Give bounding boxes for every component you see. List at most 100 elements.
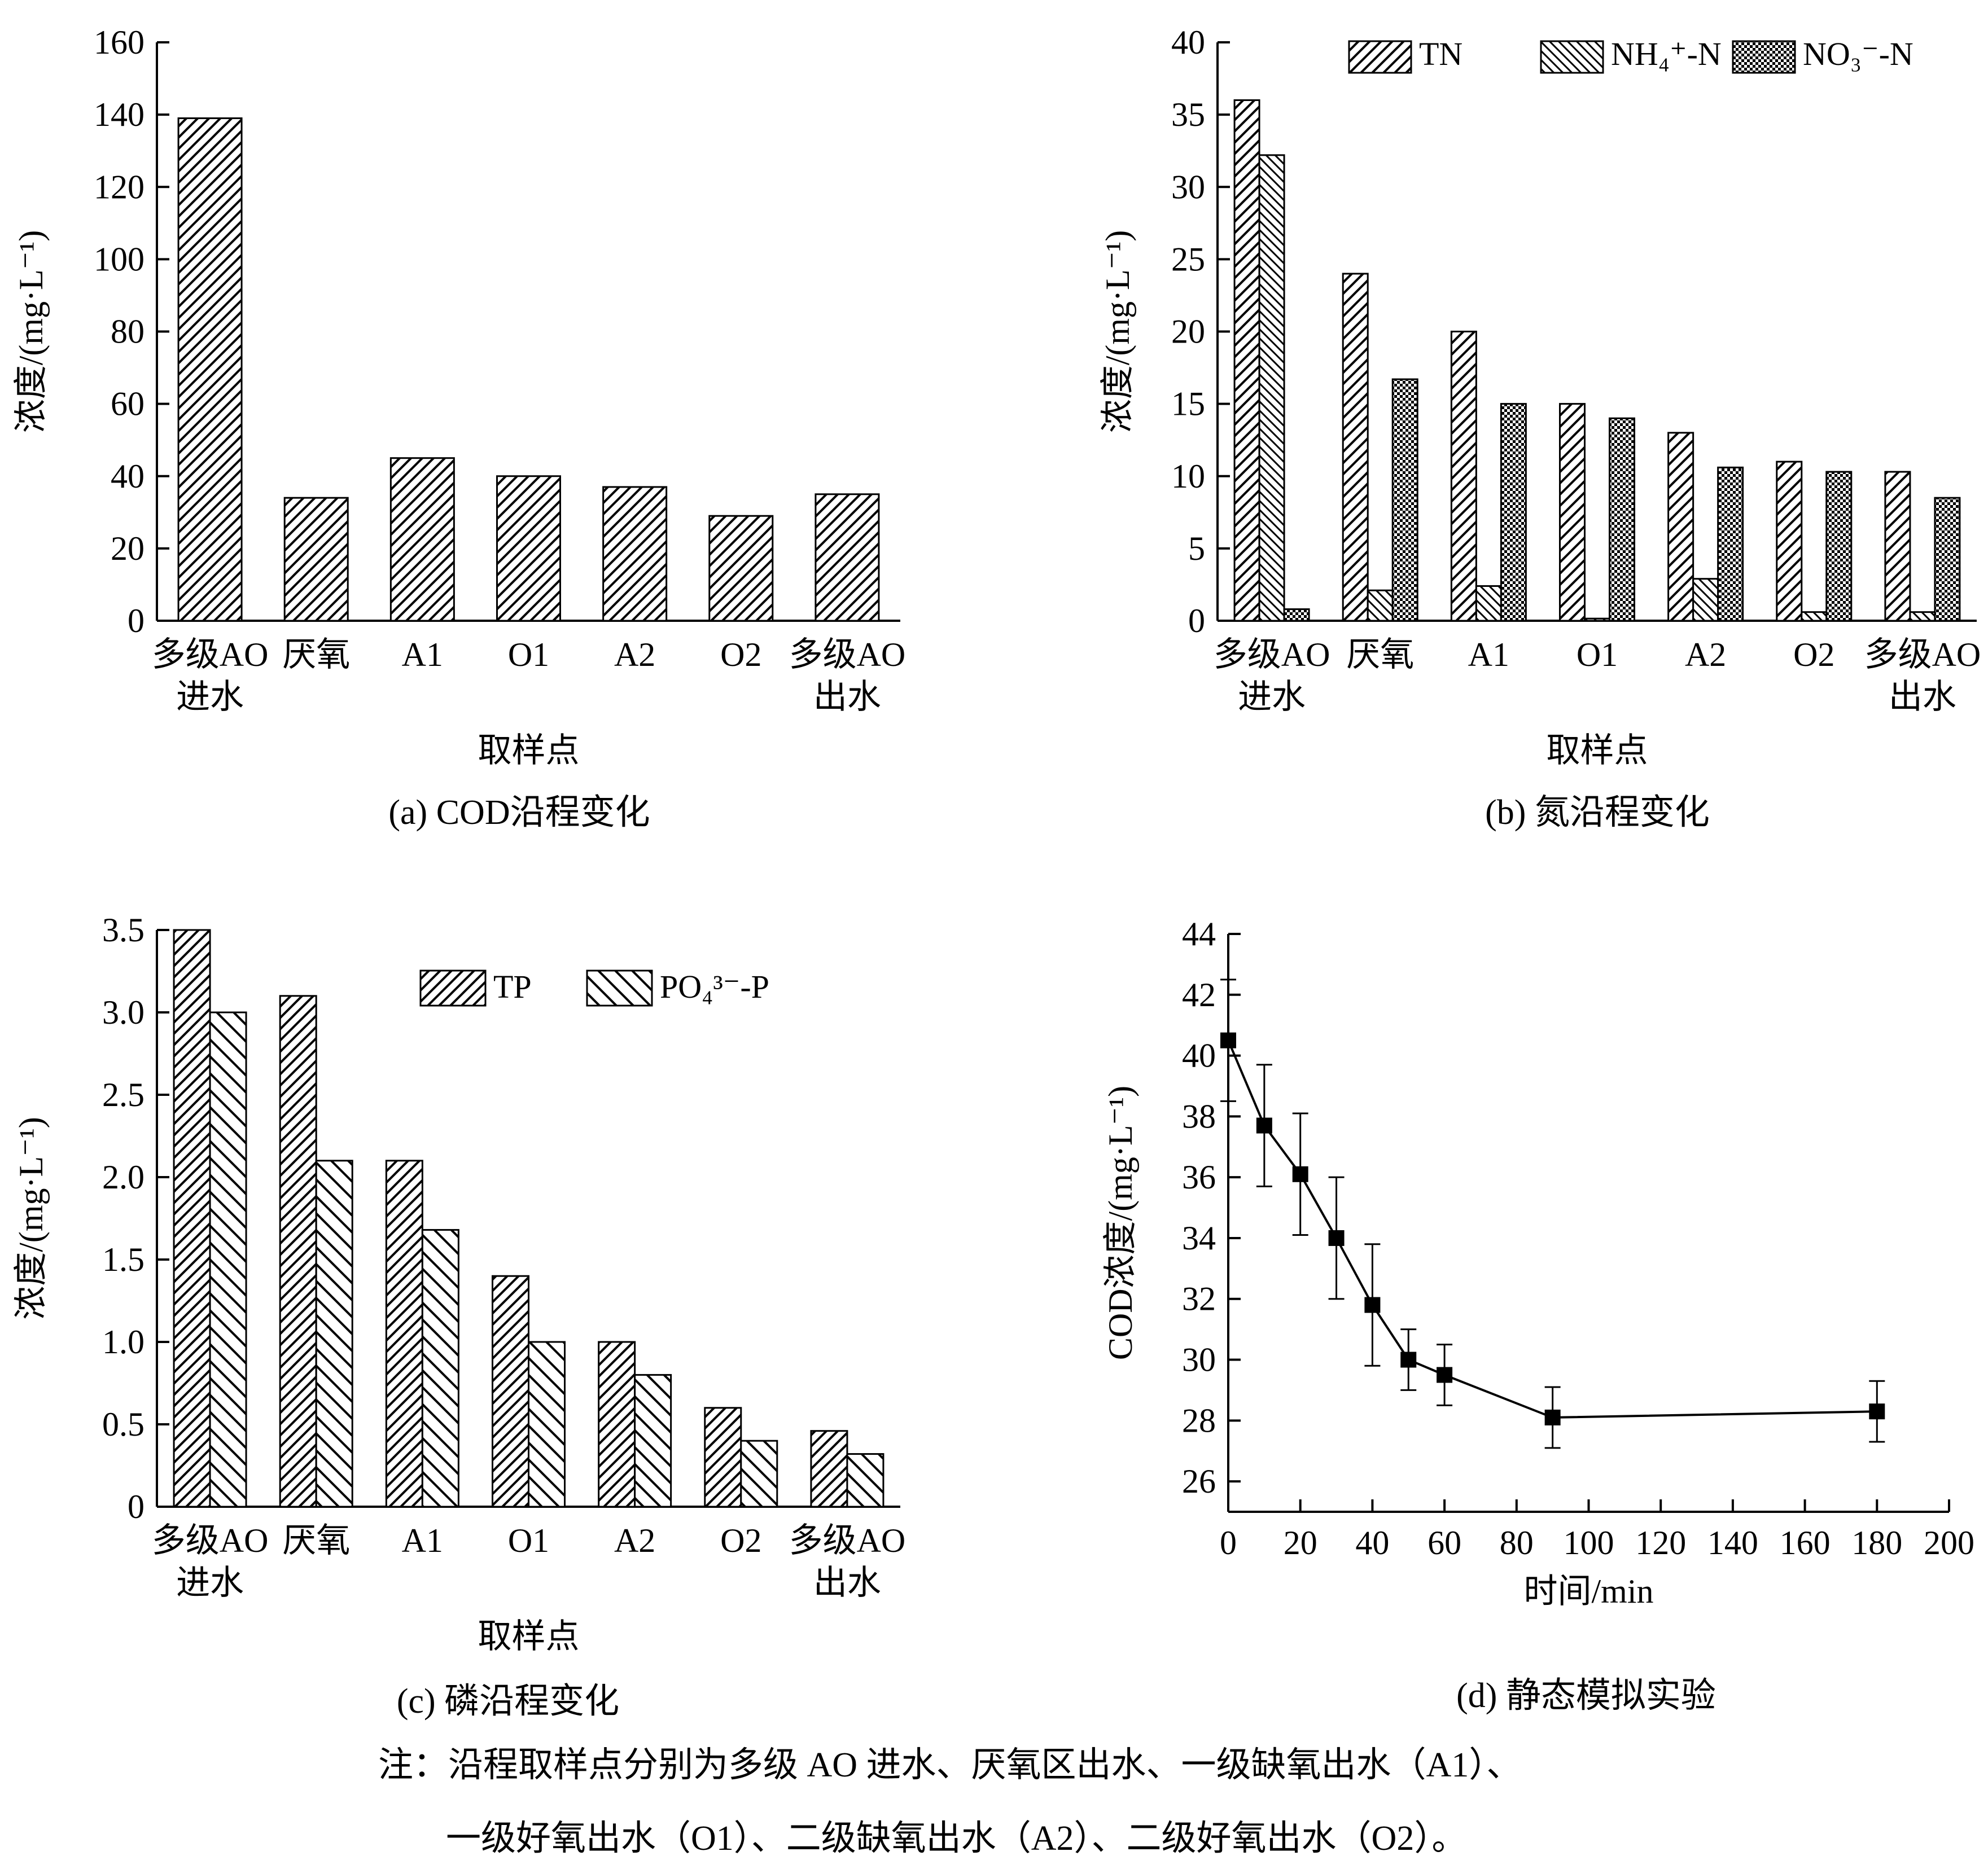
bar-pop (846, 1453, 884, 1508)
bar-non (1500, 403, 1527, 622)
x-tick-label: 120 (1635, 1524, 1686, 1561)
y-tick-label: 40 (1182, 1037, 1216, 1074)
bar-non (1609, 417, 1635, 622)
y-tick-label: 3.5 (102, 911, 144, 949)
legend-label: PO₄³⁻-P (660, 968, 769, 1005)
y-tick-label: 0 (128, 1488, 144, 1525)
x-category-label: A2 (614, 1522, 655, 1559)
y-tick-label: 160 (94, 24, 144, 61)
panel-d-static-simulation-chart: 26 28 30 32 34 36 38 40 42 44 0 20 40 60 80 100 120 140 16… (1102, 915, 1974, 1715)
bar-pop (634, 1374, 672, 1508)
y-tick-label: 20 (1171, 313, 1205, 350)
bar-pop (528, 1341, 566, 1508)
y-tick-label: 140 (94, 96, 144, 133)
y-tick-label: 20 (111, 530, 144, 567)
bar-cod (708, 515, 774, 622)
x-category-label: A1 (402, 636, 443, 673)
y-tick-label: 120 (94, 168, 144, 205)
x-tick-label: 40 (1355, 1524, 1389, 1561)
legend-label: TN (1419, 36, 1462, 72)
x-tick-label: 0 (1220, 1524, 1237, 1561)
panel-caption: (b) 氮沿程变化 (1485, 793, 1710, 832)
bar-tn (1776, 460, 1803, 622)
x-category-label: A1 (402, 1522, 443, 1559)
x-tick-label: 160 (1780, 1524, 1831, 1561)
x-category-label: A2 (614, 636, 655, 673)
x-category-label: A1 (1468, 636, 1509, 673)
bar-tn (1559, 403, 1586, 622)
bar-cod (389, 457, 455, 622)
legend-swatch (1732, 40, 1796, 74)
bar-tn (1884, 471, 1911, 622)
bar-cod (177, 117, 243, 622)
bar-cod (815, 493, 880, 622)
x-axis-title: 取样点 (478, 1618, 580, 1655)
data-point (1869, 1403, 1885, 1420)
x-category-label: 进水 (176, 678, 244, 716)
bar-non (1934, 497, 1961, 622)
bar-nhn (1258, 154, 1285, 622)
x-category-label: O1 (508, 636, 549, 673)
bar-pop (740, 1440, 778, 1508)
x-category-label: 多级AO (1864, 636, 1981, 673)
legend-label: NH₄⁺-N (1611, 36, 1722, 72)
bar-non (1825, 471, 1853, 622)
y-tick-label: 3.0 (102, 994, 144, 1031)
data-point (1544, 1409, 1561, 1425)
y-tick-label: 0 (1188, 602, 1205, 639)
bar-tn (1233, 99, 1260, 622)
y-axis-title: 浓度/(mg·L⁻¹) (1099, 230, 1136, 433)
y-tick-label: 32 (1182, 1280, 1216, 1318)
bar-nhn (1801, 611, 1828, 622)
x-axis-title: 时间/min (1523, 1573, 1653, 1610)
bar-non (1283, 608, 1310, 622)
x-category-label: 进水 (176, 1564, 244, 1602)
x-category-label: 厌氧 (1346, 636, 1414, 673)
bar-nhn (1584, 617, 1610, 622)
y-tick-label: 0.5 (102, 1406, 144, 1443)
bar-nhn (1692, 578, 1719, 622)
bar-tn (1450, 331, 1477, 622)
x-category-label: 出水 (813, 1564, 881, 1602)
x-category-label: 厌氧 (282, 636, 350, 673)
x-axis-title: 取样点 (1547, 732, 1648, 769)
y-tick-label: 1.0 (102, 1323, 144, 1361)
panel-caption: (c) 磷沿程变化 (397, 1682, 619, 1721)
bar-non (1391, 378, 1418, 622)
data-point (1220, 1032, 1236, 1048)
panel-caption: (d) 静态模拟实验 (1456, 1677, 1716, 1715)
y-tick-label: 10 (1171, 458, 1205, 495)
x-tick-label: 180 (1851, 1524, 1902, 1561)
bar-tp (385, 1160, 423, 1508)
panel-b-nitrogen-chart: 0 5 10 15 20 25 30 35 40 多级AO 进水 厌氧 A1 O1 A2 O2 多级AO 出水 TN… (1099, 24, 1981, 832)
data-point (1292, 1166, 1308, 1182)
bar-tp (810, 1430, 848, 1508)
x-category-label: A2 (1685, 636, 1726, 673)
y-axis-title: 浓度/(mg·L⁻¹) (12, 1117, 50, 1320)
data-point (1256, 1117, 1272, 1134)
y-tick-label: 42 (1182, 976, 1216, 1014)
y-tick-label: 40 (111, 458, 144, 495)
y-tick-label: 0 (128, 602, 144, 639)
panel-c-phosphorus-chart: 0 0.5 1.0 1.5 2.0 2.5 3.0 3.5 多级AO 进水 厌氧 A1 O1 A2 O2 多级… (12, 911, 905, 1721)
y-tick-label: 28 (1182, 1402, 1216, 1439)
x-tick-label: 80 (1500, 1524, 1534, 1561)
x-category-label: 多级AO (789, 636, 906, 673)
legend-swatch (586, 969, 653, 1007)
legend-swatch (1348, 40, 1412, 74)
data-point (1437, 1367, 1453, 1383)
footnote-line-1: 注：沿程取样点分别为多级 AO 进水、厌氧区出水、一级缺氧出水（A1）、 (378, 1746, 1521, 1784)
x-tick-label: 200 (1924, 1524, 1974, 1561)
y-tick-label: 30 (1171, 168, 1205, 205)
x-category-label: O1 (508, 1522, 549, 1559)
legend-swatch (1540, 40, 1604, 74)
x-tick-label: 60 (1427, 1524, 1461, 1561)
bar-non (1717, 466, 1744, 622)
x-category-label: O2 (720, 1522, 761, 1559)
data-point (1364, 1297, 1381, 1313)
y-tick-label: 25 (1171, 240, 1205, 278)
x-category-label: 出水 (813, 678, 881, 716)
y-tick-label: 2.0 (102, 1159, 144, 1196)
y-tick-label: 26 (1182, 1463, 1216, 1500)
